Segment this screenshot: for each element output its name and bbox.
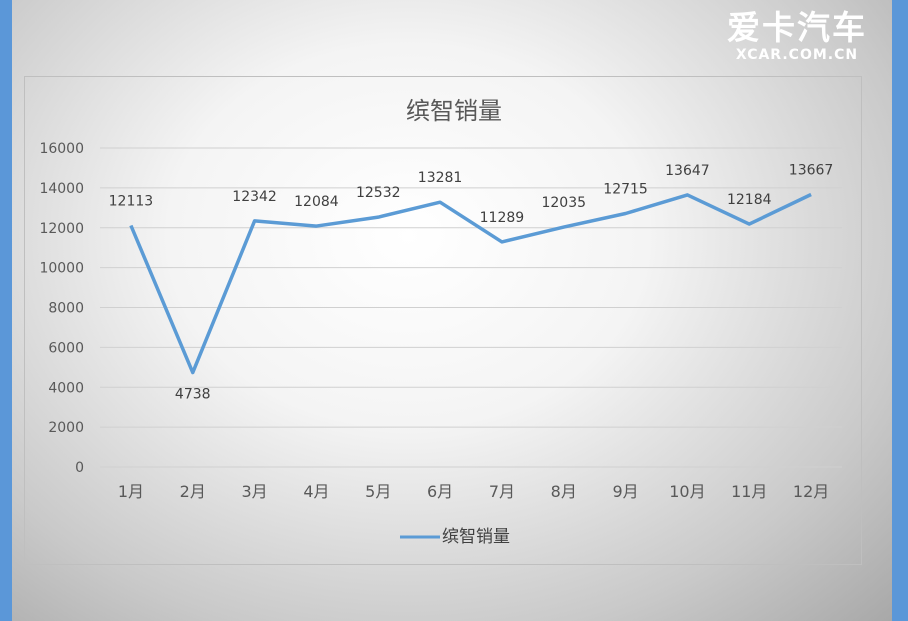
data-label: 13647 [665, 163, 710, 179]
y-axis-ticks: 0 2000 4000 6000 8000 10000 12000 14000 16000 [39, 141, 84, 476]
x-tick-label: 5月 [365, 482, 391, 501]
chart-title: 缤智销量 [406, 97, 502, 125]
y-tick-label: 8000 [48, 301, 84, 317]
y-tick-label: 16000 [39, 141, 84, 157]
data-label: 12532 [356, 185, 401, 201]
data-label: 12113 [109, 193, 154, 209]
data-label: 12184 [727, 192, 772, 208]
y-tick-label: 6000 [48, 340, 84, 356]
y-tick-label: 10000 [39, 261, 84, 277]
x-tick-label: 12月 [793, 482, 829, 501]
chart-area [24, 76, 862, 565]
x-tick-label: 9月 [612, 482, 638, 501]
watermark-brand-en: XCAR.COM.CN [735, 47, 859, 63]
y-tick-label: 0 [75, 460, 84, 476]
y-tick-label: 2000 [48, 420, 84, 436]
legend: 缤智销量 [400, 527, 510, 547]
x-tick-label: 10月 [669, 482, 705, 501]
data-label: 12342 [232, 189, 277, 205]
x-axis-ticks: 1月 2月 3月 4月 5月 6月 7月 8月 9月 10月 11月 12月 [118, 482, 829, 501]
x-tick-label: 11月 [731, 482, 767, 501]
x-tick-label: 8月 [551, 482, 577, 501]
x-tick-label: 4月 [303, 482, 329, 501]
y-tick-label: 14000 [39, 181, 84, 197]
y-tick-label: 4000 [48, 380, 84, 396]
watermark-logo: 爱卡汽车 XCAR.COM.CN [722, 8, 872, 62]
x-tick-label: 2月 [180, 482, 206, 501]
x-tick-label: 6月 [427, 482, 453, 501]
background-panel [12, 0, 892, 621]
data-label: 12084 [294, 194, 339, 210]
data-label: 13667 [789, 163, 834, 179]
series-line [129, 192, 812, 375]
y-tick-label: 12000 [39, 221, 84, 237]
data-labels: 12113 4738 12342 12084 12532 13281 11289 12035 1… [109, 163, 834, 403]
x-tick-label: 3月 [241, 482, 267, 501]
data-label: 4738 [175, 387, 211, 403]
x-tick-label: 1月 [118, 482, 144, 501]
data-label: 12035 [541, 195, 586, 211]
data-label: 13281 [418, 170, 463, 186]
data-label: 12715 [603, 181, 648, 197]
watermark-brand-cn: 爱卡汽车 [727, 8, 867, 47]
gridlines [100, 147, 842, 468]
series-lines [129, 192, 812, 375]
legend-label: 缤智销量 [442, 527, 510, 547]
data-label: 11289 [480, 210, 525, 226]
x-tick-label: 7月 [489, 482, 515, 501]
